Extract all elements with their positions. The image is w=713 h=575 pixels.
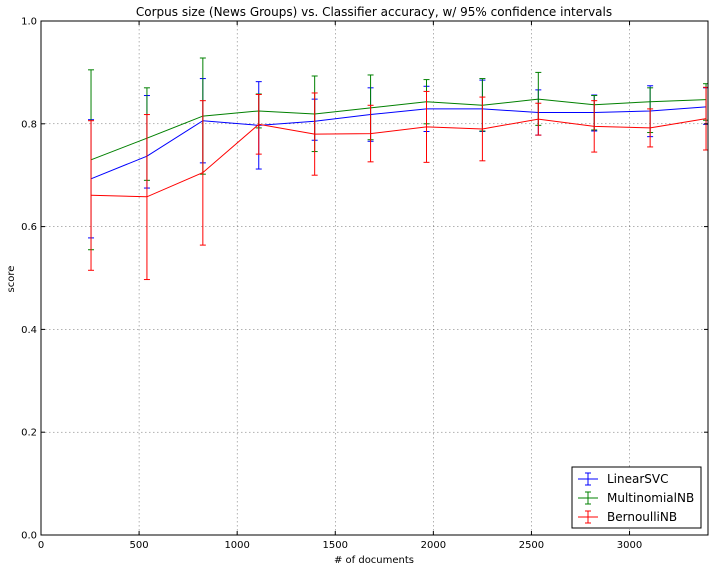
legend-item: BernoulliNB — [578, 510, 677, 524]
plot-background — [41, 21, 708, 535]
y-tick-label: 0.2 — [21, 428, 37, 439]
series-line — [90, 98, 707, 161]
legend-item: LinearSVC — [578, 472, 669, 486]
legend-label: LinearSVC — [607, 472, 669, 486]
y-tick-label: 0.8 — [21, 119, 37, 130]
series-BernoulliNB — [88, 86, 708, 281]
chart-title: Corpus size (News Groups) vs. Classifier… — [136, 5, 612, 19]
series-layer — [88, 57, 708, 281]
x-tick-label: 500 — [130, 540, 149, 551]
legend-label: MultinomialNB — [607, 491, 694, 505]
y-tick-label: 0.4 — [21, 325, 37, 336]
legend-label: BernoulliNB — [607, 510, 677, 524]
legend: LinearSVC MultinomialNB BernoulliNB — [571, 466, 702, 529]
series-line — [91, 118, 707, 198]
y-tick-label: 0.6 — [21, 222, 37, 233]
series-line — [90, 106, 707, 180]
plot-frame — [40, 20, 709, 536]
x-tick-label: 1500 — [323, 540, 348, 551]
x-axis-label: # of documents — [334, 555, 414, 566]
x-tick-label: 0 — [38, 540, 44, 551]
y-axis-label: score — [6, 266, 17, 293]
x-tick-label: 2000 — [421, 540, 446, 551]
x-tick-label: 2500 — [519, 540, 544, 551]
ticks: 0 500 1000 1500 2000 2500 3000 0.0 0.2 0.4 0.6 0.8 1… — [21, 17, 708, 551]
x-tick-label: 3000 — [617, 540, 642, 551]
x-tick-label: 1000 — [224, 540, 249, 551]
legend-item: MultinomialNB — [578, 491, 694, 505]
y-tick-label: 0.0 — [21, 531, 37, 542]
y-tick-label: 1.0 — [21, 17, 37, 28]
